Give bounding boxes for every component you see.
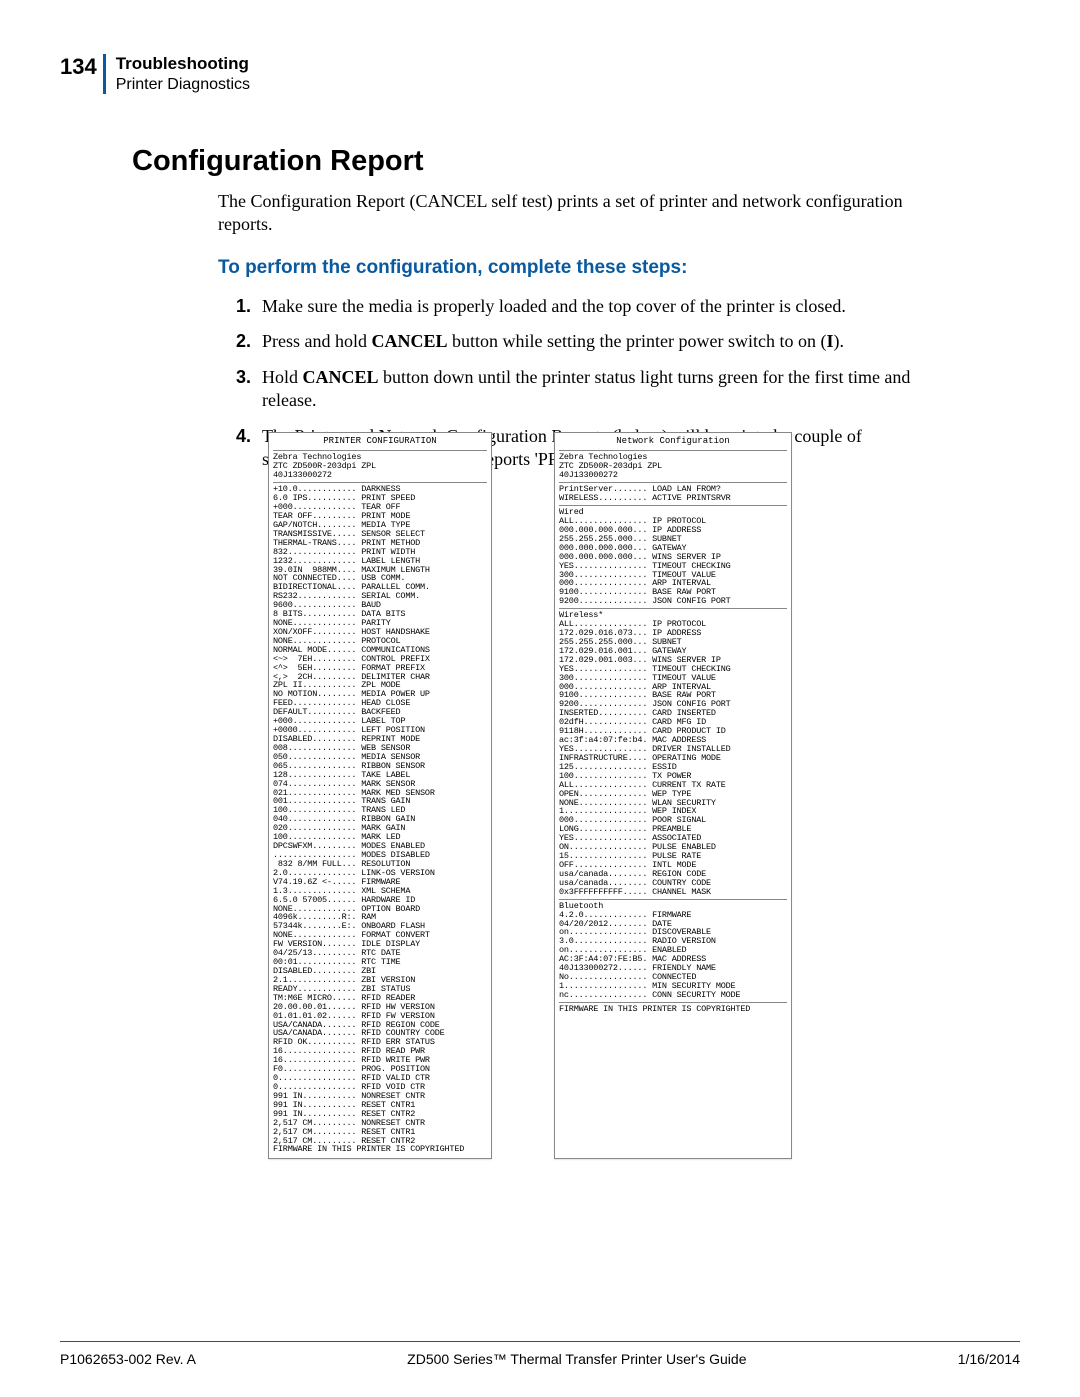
header-divider: [103, 54, 106, 94]
report-header-line: 40J133000272: [273, 471, 487, 480]
report-title: Network Configuration: [559, 435, 787, 448]
page-title: Configuration Report: [132, 145, 922, 178]
step-item: Press and hold CANCEL button while setti…: [242, 330, 922, 353]
footer-rule: [60, 1341, 1020, 1342]
step-item: Make sure the media is properly loaded a…: [242, 295, 922, 318]
report-header-line: 40J133000272: [559, 471, 787, 480]
report-row: WIRELESS.......... ACTIVE PRINTSRVR: [559, 494, 787, 503]
steps-heading: To perform the configuration, complete t…: [218, 257, 922, 279]
network-config-report: Network ConfigurationZebra TechnologiesZ…: [554, 432, 792, 1159]
printer-config-report: PRINTER CONFIGURATIONZebra TechnologiesZ…: [268, 432, 492, 1159]
config-reports: PRINTER CONFIGURATIONZebra TechnologiesZ…: [268, 432, 792, 1159]
page-footer: P1062653-002 Rev. A ZD500 Series™ Therma…: [60, 1351, 1020, 1367]
step-item: Hold CANCEL button down until the printe…: [242, 366, 922, 413]
report-row: 9200.............. JSON CONFIG PORT: [559, 597, 787, 606]
page-number: 134: [60, 54, 97, 80]
breadcrumb-chapter: Troubleshooting: [116, 54, 250, 74]
intro-paragraph: The Configuration Report (CANCEL self te…: [218, 190, 922, 235]
report-footer: FIRMWARE IN THIS PRINTER IS COPYRIGHTED: [559, 1005, 787, 1014]
report-row: 0x3FFFFFFFFFF..... CHANNEL MASK: [559, 888, 787, 897]
report-row: nc................ CONN SECURITY MODE: [559, 991, 787, 1000]
breadcrumb-section: Printer Diagnostics: [116, 76, 250, 94]
report-footer: FIRMWARE IN THIS PRINTER IS COPYRIGHTED: [273, 1145, 487, 1154]
breadcrumb: Troubleshooting Printer Diagnostics: [116, 54, 250, 94]
footer-doc-id: P1062653-002 Rev. A: [60, 1351, 196, 1367]
footer-date: 1/16/2014: [958, 1351, 1020, 1367]
footer-title: ZD500 Series™ Thermal Transfer Printer U…: [196, 1351, 958, 1367]
page-header: 134 Troubleshooting Printer Diagnostics: [60, 54, 250, 94]
report-title: PRINTER CONFIGURATION: [273, 435, 487, 448]
